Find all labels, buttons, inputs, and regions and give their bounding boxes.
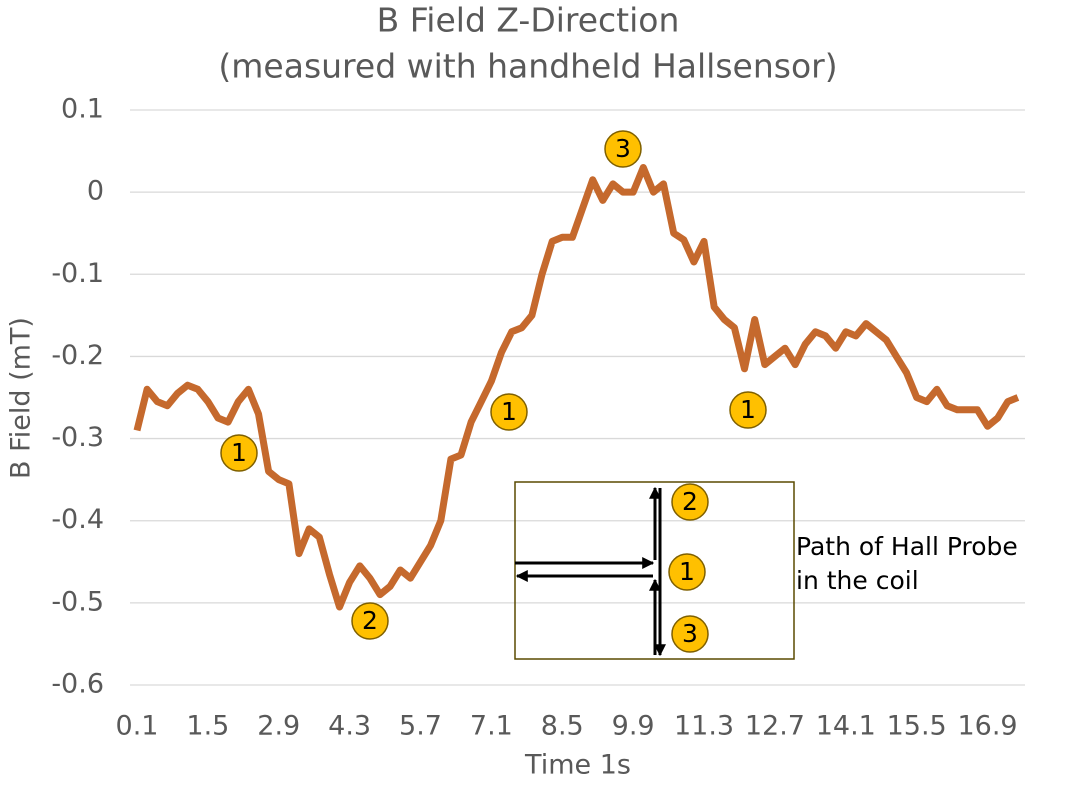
marker-badge: [729, 391, 767, 429]
x-tick-label: 9.9: [612, 711, 655, 742]
data-line: [133, 164, 1020, 611]
marker-label: 3: [615, 134, 631, 163]
marker-label: 2: [362, 606, 378, 635]
x-tick-label: 12.7: [745, 711, 805, 742]
x-axis-title: Time 1s: [524, 750, 631, 781]
marker-label: 1: [679, 557, 695, 586]
inset-caption: Path of Hall Probe: [796, 532, 1018, 561]
x-tick-label: 14.1: [816, 711, 876, 742]
marker-label: 1: [501, 397, 517, 426]
marker-badge: [671, 615, 709, 653]
inset-frame: [514, 481, 795, 660]
y-tick-label: 0.1: [61, 94, 104, 125]
marker-badge: [351, 602, 389, 640]
x-tick-label: 7.1: [470, 711, 513, 742]
x-tick-label: 0.1: [116, 711, 159, 742]
y-tick-label: -0.3: [51, 422, 104, 453]
x-tick-label: 8.5: [541, 711, 584, 742]
marker-badge: [220, 434, 258, 472]
chart-subtitle: (measured with handheld Hallsensor): [218, 47, 837, 86]
y-tick-label: 0: [87, 176, 104, 207]
y-axis-title: B Field (mT): [6, 317, 37, 479]
x-tick-label: 2.9: [257, 711, 300, 742]
chart-title: B Field Z-Direction: [377, 1, 680, 40]
marker-label: 3: [682, 619, 698, 648]
inset-diagram: Path of Hall Probe in the coil: [514, 481, 1018, 660]
x-tick-label: 4.3: [328, 711, 371, 742]
marker-label: 1: [231, 438, 247, 467]
marker-badge: [671, 483, 709, 521]
x-tick-label: 15.5: [887, 711, 947, 742]
inset-caption: in the coil: [796, 566, 919, 595]
x-tick-label: 5.7: [399, 711, 442, 742]
marker-badge: [604, 130, 642, 168]
marker-label: 2: [682, 487, 698, 516]
marker-badge: [668, 553, 706, 591]
x-tick-label: 11.3: [674, 711, 734, 742]
x-tick-label: 1.5: [186, 711, 229, 742]
y-tick-label: -0.5: [51, 586, 104, 617]
x-tick-label: 16.9: [957, 711, 1017, 742]
marker-badge: [490, 393, 528, 431]
y-tick-label: -0.4: [51, 504, 104, 535]
marker-label: 1: [740, 395, 756, 424]
y-tick-label: -0.1: [51, 258, 104, 289]
y-tick-label: -0.6: [51, 669, 104, 700]
y-tick-label: -0.2: [51, 340, 104, 371]
